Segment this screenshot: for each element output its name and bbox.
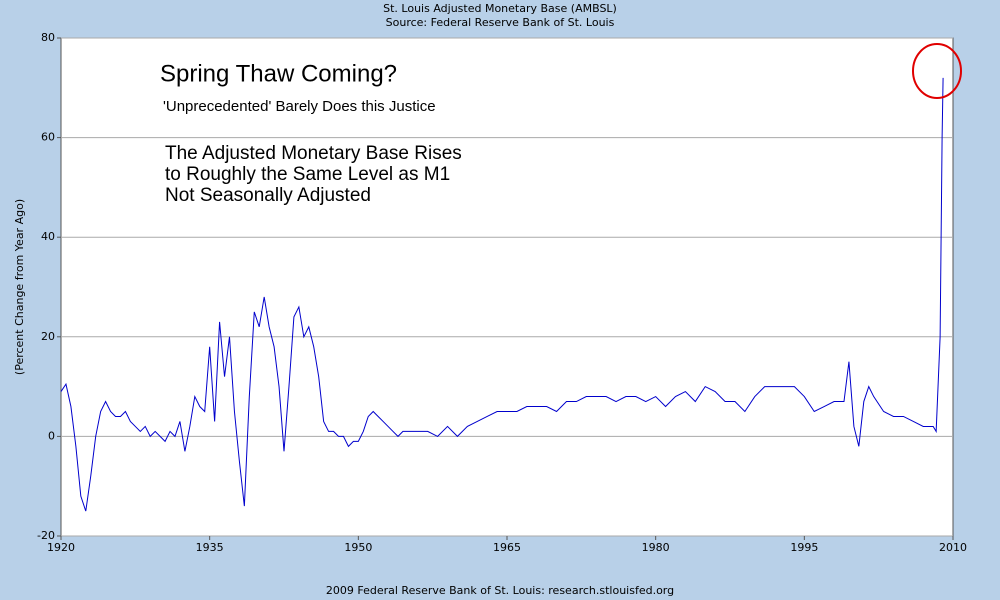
data-line	[60, 77, 944, 512]
x-tick-label: 1995	[790, 541, 818, 554]
y-tick-label: 20	[41, 330, 55, 343]
footer: 2009 Federal Reserve Bank of St. Louis: …	[326, 584, 674, 597]
annotation: The Adjusted Monetary Base Rises	[165, 143, 462, 164]
x-tick-label: 1935	[196, 541, 224, 554]
annotation: Spring Thaw Coming?	[160, 60, 397, 87]
y-tick-label: 40	[41, 230, 55, 243]
chart-title: St. Louis Adjusted Monetary Base (AMBSL)	[383, 2, 617, 15]
chart-subtitle: Source: Federal Reserve Bank of St. Loui…	[386, 16, 615, 29]
y-tick-label: 0	[48, 429, 55, 442]
y-tick-label: -20	[37, 529, 55, 542]
x-tick-label: 1980	[642, 541, 670, 554]
y-tick-label: 80	[41, 31, 55, 44]
x-tick-label: 1965	[493, 541, 521, 554]
plot-area	[60, 37, 954, 537]
annotation: 'Unprecedented' Barely Does this Justice	[163, 98, 436, 115]
y-axis-label: (Percent Change from Year Ago)	[13, 199, 26, 375]
x-tick-label: 1920	[47, 541, 75, 554]
x-tick-label: 1950	[344, 541, 372, 554]
y-tick-label: 60	[41, 131, 55, 144]
annotation: Not Seasonally Adjusted	[165, 185, 371, 206]
marks: -20 0 20 40 60 80 1920 1935 1950 1965 1980 1995 2010	[37, 31, 967, 554]
x-tick-label: 2010	[939, 541, 967, 554]
annotation: to Roughly the Same Level as M1	[165, 164, 450, 185]
highlight-circle	[912, 43, 962, 99]
